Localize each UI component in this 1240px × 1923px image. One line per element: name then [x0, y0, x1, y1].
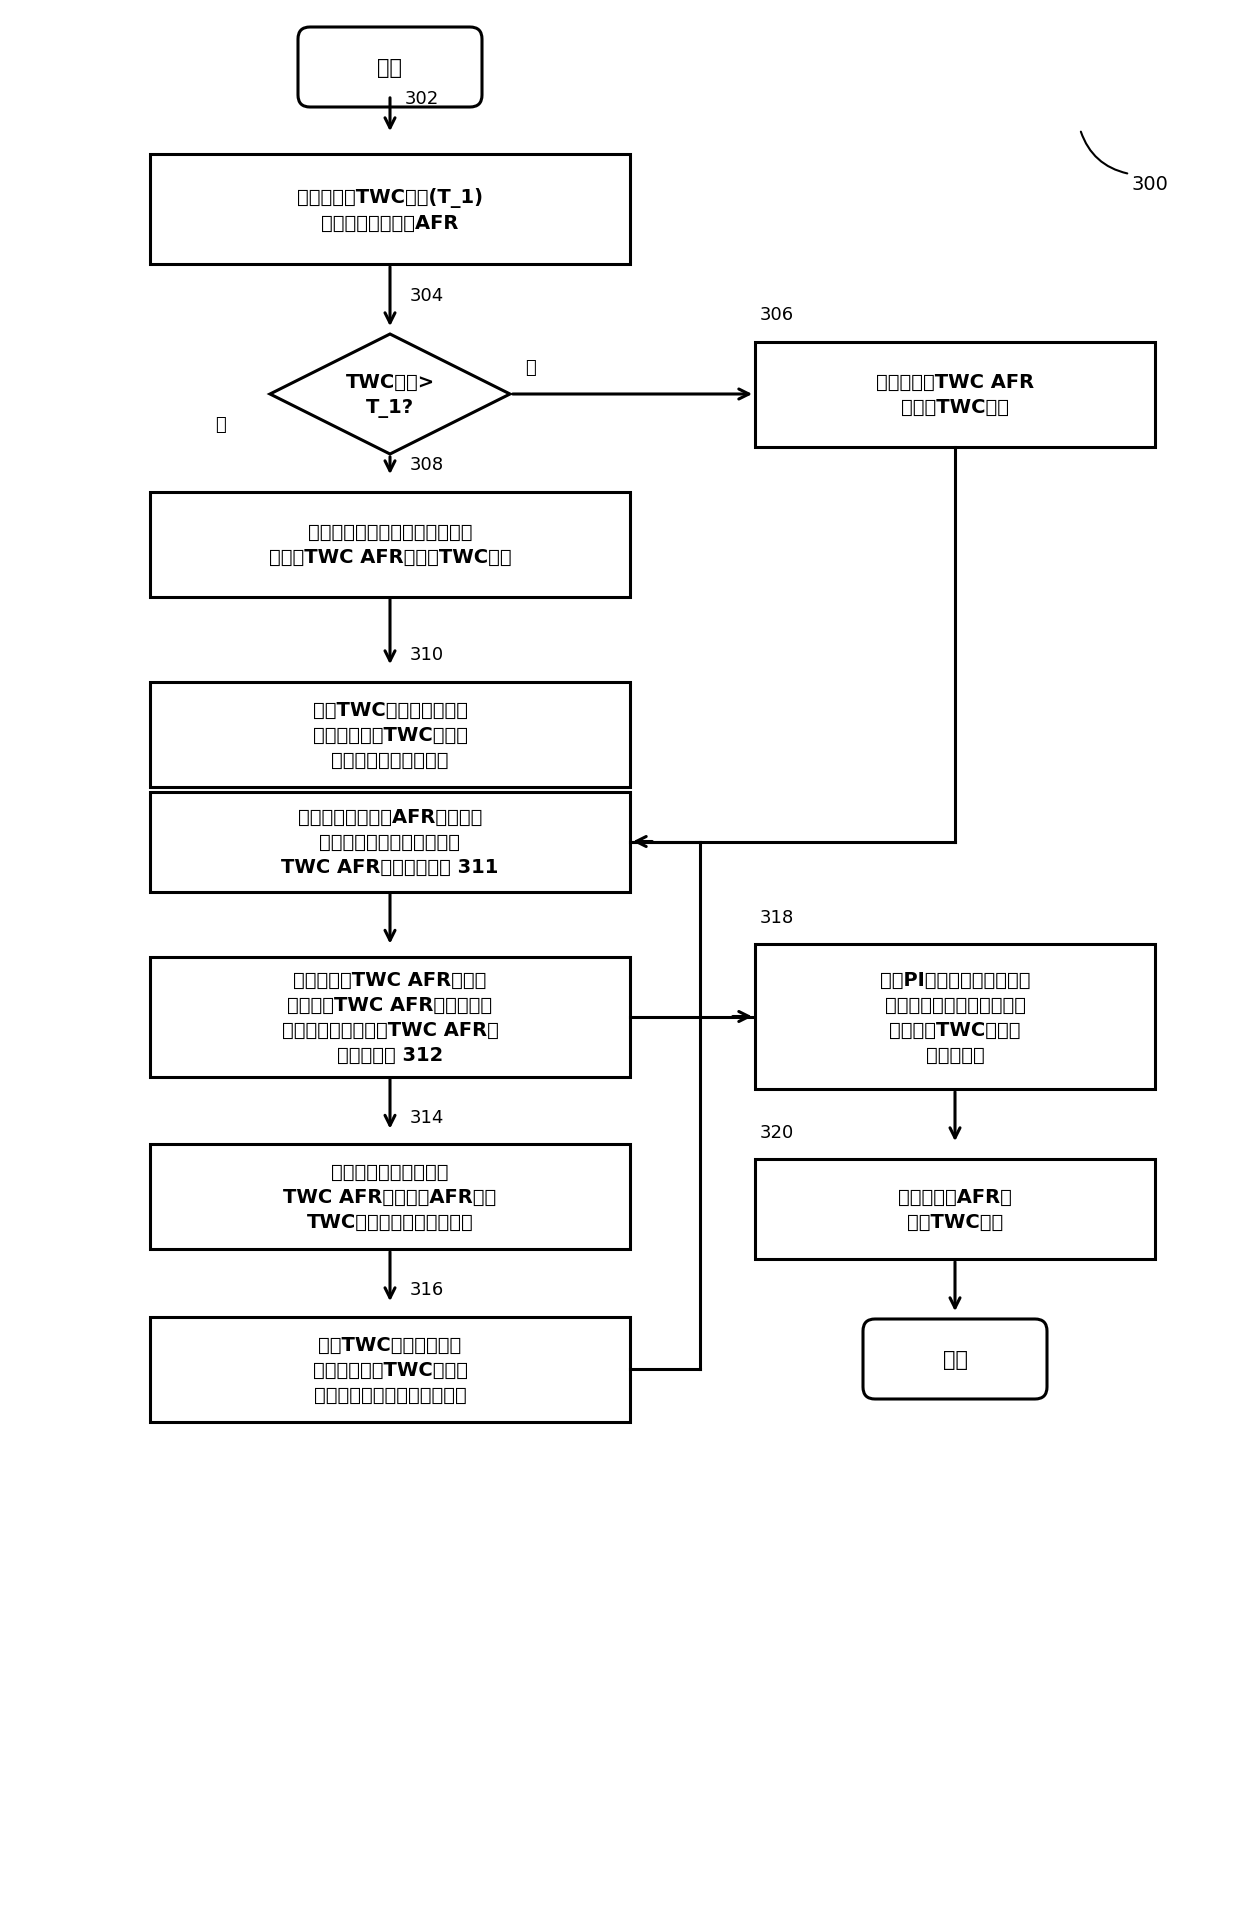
- Text: 根据发动机点火事件的数量估计
所需的TWC AFR以升高TWC温度: 根据发动机点火事件的数量估计 所需的TWC AFR以升高TWC温度: [269, 523, 511, 567]
- FancyBboxPatch shape: [150, 492, 630, 598]
- FancyBboxPatch shape: [863, 1319, 1047, 1400]
- Text: 根据所需的TWC温度(T_1)
估计所需的发动机AFR: 根据所需的TWC温度(T_1) 估计所需的发动机AFR: [298, 187, 484, 233]
- Text: 316: 316: [410, 1281, 444, 1298]
- Text: 304: 304: [410, 287, 444, 306]
- FancyBboxPatch shape: [150, 792, 630, 892]
- Text: 估计所需的TWC AFR
以维持TWC温度: 估计所需的TWC AFR 以维持TWC温度: [875, 373, 1034, 417]
- Text: 使用PI控制器以基于测量的
空气流与所需空气流之间的
差値调整TWC上游的
二次空气流: 使用PI控制器以基于测量的 空气流与所需空气流之间的 差値调整TWC上游的 二次…: [879, 969, 1030, 1063]
- Text: 估计TWC上游的用于实现
或维持所需的TWC温度的
所需的二次空气流的量: 估计TWC上游的用于实现 或维持所需的TWC温度的 所需的二次空气流的量: [312, 700, 467, 769]
- FancyBboxPatch shape: [298, 29, 482, 108]
- FancyBboxPatch shape: [150, 683, 630, 787]
- Text: 开始: 开始: [377, 58, 403, 79]
- Text: 310: 310: [410, 646, 444, 663]
- FancyBboxPatch shape: [150, 1317, 630, 1421]
- Text: 根据发动机空气质量、
TWC AFR和发动机AFR测量
TWC上游的当前二次空气流: 根据发动机空气质量、 TWC AFR和发动机AFR测量 TWC上游的当前二次空气…: [284, 1161, 497, 1231]
- Text: 318: 318: [760, 908, 795, 927]
- Text: 否: 否: [215, 415, 226, 435]
- FancyBboxPatch shape: [150, 1144, 630, 1250]
- Text: 300: 300: [1132, 175, 1168, 194]
- Text: 根据所需的TWC AFR和用于
化学计量TWC AFR的二次空气
流估计用于化学计量TWC AFR的
二次空气流 312: 根据所需的TWC AFR和用于 化学计量TWC AFR的二次空气 流估计用于化学…: [281, 969, 498, 1063]
- FancyBboxPatch shape: [755, 944, 1154, 1090]
- Text: 314: 314: [410, 1108, 444, 1127]
- FancyBboxPatch shape: [150, 958, 630, 1077]
- Polygon shape: [270, 335, 510, 454]
- Text: TWC温度>
T_1?: TWC温度> T_1?: [346, 373, 434, 417]
- Text: 320: 320: [760, 1123, 795, 1142]
- FancyBboxPatch shape: [150, 156, 630, 265]
- Text: 结束: 结束: [942, 1350, 967, 1369]
- Text: 调整发动机AFR以
升高TWC温度: 调整发动机AFR以 升高TWC温度: [898, 1186, 1012, 1231]
- Text: 是: 是: [525, 360, 536, 377]
- Text: 306: 306: [760, 306, 794, 325]
- FancyBboxPatch shape: [755, 1160, 1154, 1260]
- FancyBboxPatch shape: [755, 342, 1154, 448]
- Text: 308: 308: [410, 456, 444, 475]
- Text: 302: 302: [405, 90, 439, 108]
- Text: 根据所需的发动机AFR和发动机
空气质量估计用于化学计量
TWC AFR的二次空气流 311: 根据所需的发动机AFR和发动机 空气质量估计用于化学计量 TWC AFR的二次空…: [281, 808, 498, 877]
- Text: 估计TWC上游的测量的
二次空气流与TWC上游的
所需的二次空气流之间的差値: 估计TWC上游的测量的 二次空气流与TWC上游的 所需的二次空气流之间的差値: [312, 1335, 467, 1404]
